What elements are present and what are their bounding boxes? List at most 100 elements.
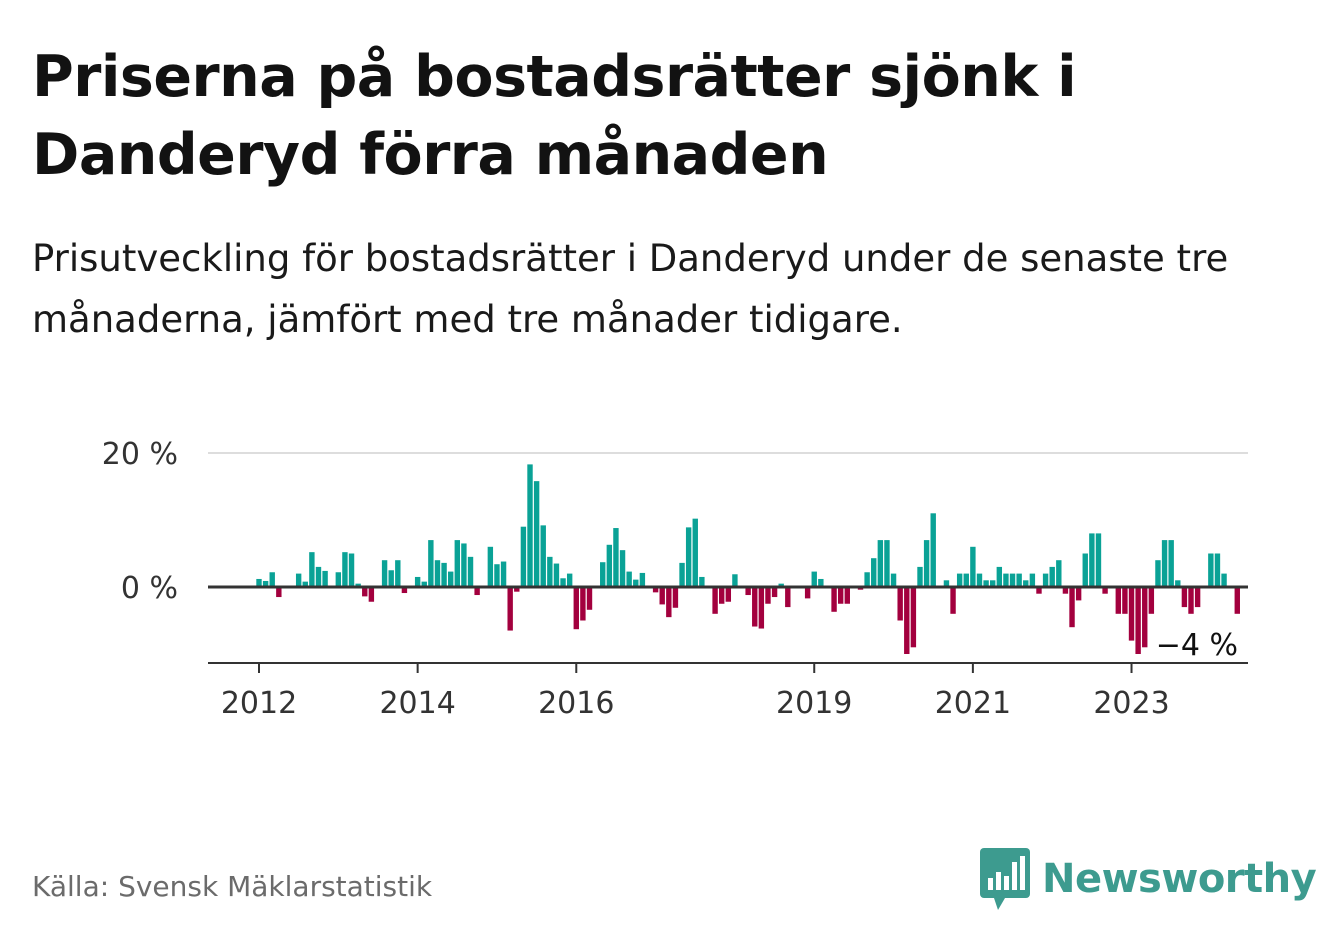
bar (1016, 573, 1022, 587)
bar (586, 587, 593, 610)
bar (818, 578, 824, 587)
bar (1155, 560, 1161, 587)
bar (434, 560, 441, 587)
bar (401, 587, 408, 594)
bar (837, 587, 844, 604)
bar (930, 513, 936, 587)
bar (897, 587, 903, 621)
bar (1135, 587, 1141, 654)
y-tick-label: 0 % (121, 571, 178, 606)
bar (348, 553, 355, 587)
end-value-label: −4 % (1156, 628, 1238, 663)
bar (633, 579, 639, 587)
bar (560, 578, 566, 587)
bar (322, 570, 328, 587)
bar (917, 566, 923, 587)
bar (421, 581, 427, 587)
bar (652, 587, 659, 593)
bar (943, 580, 950, 587)
bar (1056, 560, 1062, 587)
bar (474, 587, 480, 596)
bar (639, 572, 646, 587)
bar (1062, 587, 1069, 594)
bar (1142, 587, 1148, 648)
bar (540, 525, 546, 587)
bar (1194, 587, 1201, 608)
bar (368, 587, 375, 602)
bar (983, 580, 989, 587)
bar (1036, 587, 1042, 594)
bar (1181, 587, 1188, 608)
bar (785, 587, 791, 608)
bar (1122, 587, 1128, 614)
axes (208, 585, 1248, 673)
bar (1221, 573, 1227, 587)
bar (1089, 533, 1095, 587)
bar (395, 560, 401, 587)
bar (467, 556, 474, 587)
bar (1023, 580, 1029, 587)
bar (1161, 540, 1168, 587)
bar (666, 587, 672, 618)
bar (811, 571, 817, 587)
bar (335, 572, 342, 587)
bar (692, 518, 698, 587)
bar (1069, 587, 1075, 628)
bar (507, 587, 513, 631)
bar (454, 540, 460, 587)
bar (494, 564, 500, 587)
x-tick-label: 2021 (935, 686, 1011, 721)
bar (890, 573, 897, 587)
bar (1049, 566, 1055, 587)
bar (864, 572, 870, 587)
bar (573, 587, 579, 630)
bar (355, 583, 361, 587)
bar (871, 558, 877, 587)
bar (970, 546, 976, 587)
bar (441, 562, 447, 587)
bar (725, 587, 732, 602)
bar (745, 587, 751, 596)
bar (1115, 587, 1121, 614)
bar (302, 581, 308, 587)
bar (752, 587, 758, 627)
bar (613, 528, 619, 587)
bar (362, 587, 368, 597)
brand: Newsworthy (980, 848, 1317, 910)
bar (844, 587, 850, 604)
source-note: Källa: Svensk Mäklarstatistik (32, 870, 433, 903)
x-tick-label: 2012 (221, 686, 297, 721)
labels: 0 % 20 % 2012 2014 2016 2019 2021 2023 −4 % (102, 437, 1238, 721)
bar (388, 570, 394, 587)
bar (1003, 573, 1009, 587)
bar (309, 552, 315, 587)
bar (256, 578, 262, 587)
bar (1234, 587, 1240, 614)
bar (262, 580, 269, 587)
bar (1042, 573, 1049, 587)
bar (877, 540, 884, 587)
x-tick-label: 2014 (379, 686, 455, 721)
bar (1029, 573, 1036, 587)
bar (996, 566, 1003, 587)
bar (831, 587, 837, 612)
bar (672, 587, 679, 608)
bar (269, 572, 275, 587)
bar (276, 587, 282, 598)
bar (626, 571, 632, 587)
bar (514, 587, 520, 592)
bar (295, 573, 302, 587)
bar (1095, 533, 1102, 587)
newsworthy-logo-icon (980, 848, 1030, 910)
bar (699, 576, 705, 587)
bars (256, 464, 1240, 654)
bar (553, 563, 560, 587)
bar (712, 587, 718, 614)
bar (719, 587, 725, 604)
bar (1148, 587, 1155, 614)
bar (804, 587, 811, 599)
bar (659, 587, 665, 605)
bar (600, 562, 606, 587)
bar (1168, 540, 1174, 587)
bar (428, 540, 434, 587)
